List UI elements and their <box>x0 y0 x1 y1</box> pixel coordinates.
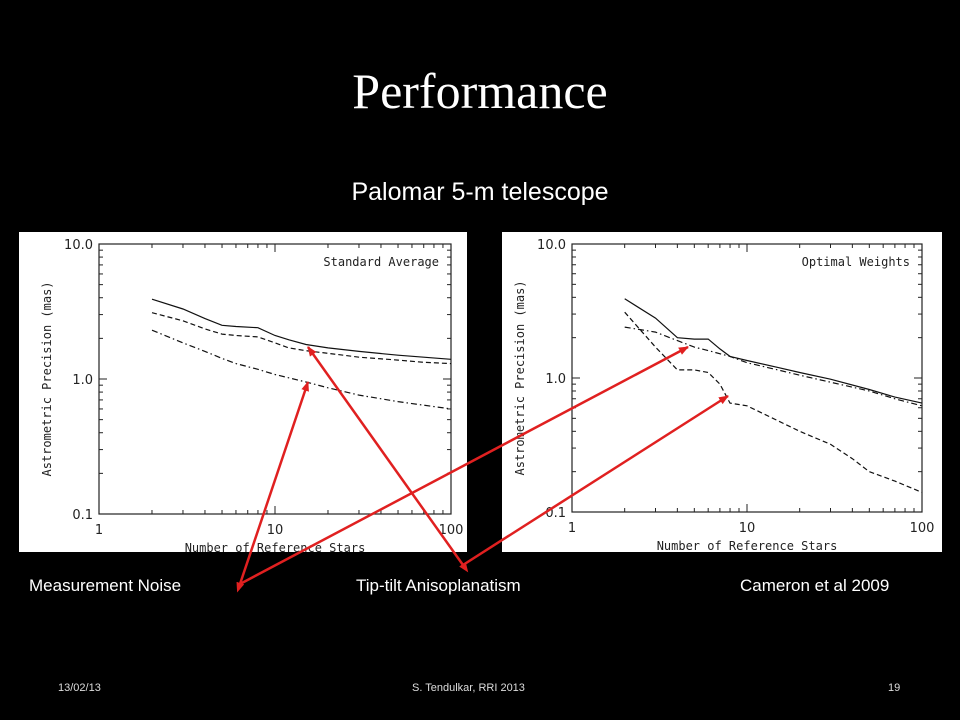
y-tick-label: 1.0 <box>72 373 93 388</box>
label-tiptilt-anisoplanatism: Tip-tilt Anisoplanatism <box>356 576 521 595</box>
y-axis-label: Astrometric Precision (mas) <box>513 280 527 475</box>
label-reference: Cameron et al 2009 <box>740 576 890 595</box>
x-tick-label: 10 <box>267 523 284 538</box>
chart-panel-optimal-weights: 1 10 100 0.1 1.0 10.0 Number of Reference Star… <box>502 232 942 552</box>
x-tick-label: 100 <box>910 521 935 536</box>
x-tick-label: 100 <box>439 523 464 538</box>
y-tick-label: 10.0 <box>537 238 566 253</box>
slide-title: Performance <box>352 63 608 119</box>
label-measurement-noise: Measurement Noise <box>29 576 182 595</box>
series-line-dash-dot <box>151 329 452 410</box>
y-tick-label: 10.0 <box>64 238 93 253</box>
chart-title: Standard Average <box>323 255 439 269</box>
x-tick-label: 1 <box>568 521 576 536</box>
series-line-solid <box>624 298 923 404</box>
plot-frame <box>98 243 452 515</box>
footer-date: 13/02/13 <box>58 682 101 694</box>
footer-page-number: 19 <box>888 682 901 694</box>
y-tick-label: 0.1 <box>72 508 93 523</box>
chart-standard-average: 1 10 100 0.1 1.0 10.0 Number of Reference Star… <box>40 238 464 552</box>
x-tick-label: 1 <box>95 523 103 538</box>
x-axis-label: Number of Reference Stars <box>657 539 838 552</box>
x-tick-label: 10 <box>739 521 756 536</box>
chart-panel-standard-average: 1 10 100 0.1 1.0 10.0 Number of Reference Star… <box>19 232 467 552</box>
series-line-dash-dot <box>624 326 923 407</box>
chart-optimal-weights: 1 10 100 0.1 1.0 10.0 Number of Reference Star… <box>513 238 935 552</box>
y-axis-label: Astrometric Precision (mas) <box>40 281 54 476</box>
y-tick-label: 0.1 <box>545 506 566 521</box>
series-line-dashed <box>151 312 452 365</box>
footer-author: S. Tendulkar, RRI 2013 <box>412 682 525 694</box>
chart-title: Optimal Weights <box>802 255 910 269</box>
slide-subtitle: Palomar 5-m telescope <box>351 178 609 206</box>
series-line-dashed <box>624 311 923 493</box>
y-tick-label: 1.0 <box>545 372 566 387</box>
x-axis-label: Number of Reference Stars <box>185 541 366 552</box>
